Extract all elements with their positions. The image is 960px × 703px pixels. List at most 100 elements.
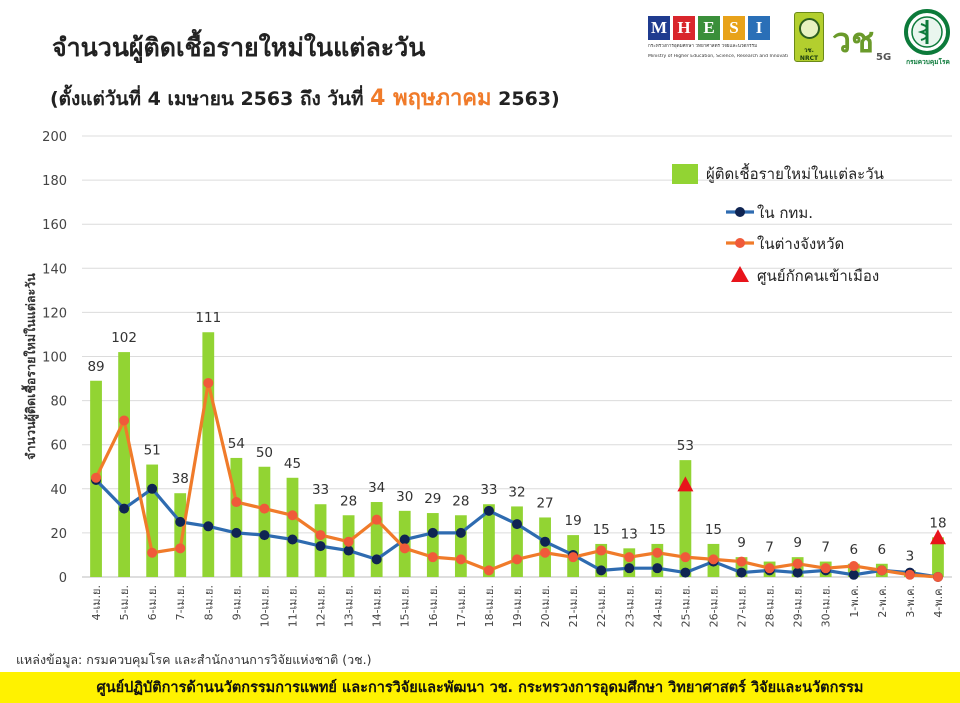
- bar: [623, 548, 636, 577]
- bangkok-point: [624, 563, 635, 574]
- bar: [230, 457, 243, 577]
- bar: [370, 502, 383, 577]
- y-tick-label: 40: [50, 483, 67, 498]
- y-tick-label: 60: [50, 439, 67, 454]
- y-tick-label: 200: [42, 130, 67, 145]
- x-tick-label: 18-เม.ย.: [483, 585, 496, 627]
- y-axis: 0 20 40 60 80 100 120 140 160 180 200 จำนวนผู้ติดเช…: [21, 130, 67, 586]
- x-tick-label: 13-เม.ย.: [343, 585, 356, 627]
- x-tick-label: 19-เม.ย.: [511, 585, 524, 627]
- data-source-note: แหล่งข้อมูล: กรมควบคุมโรค และสำนักงานการ…: [16, 652, 372, 667]
- x-tick-label: 12-เม.ย.: [315, 585, 328, 627]
- nrct-logo: วช. NRCT: [794, 12, 824, 62]
- provinces-point: [540, 547, 551, 558]
- chart-legend: ผู้ติดเชื้อรายใหม่ในแต่ละวันใน กทม. ในต่า…: [672, 163, 884, 285]
- bar: [483, 504, 495, 577]
- provinces-point: [259, 503, 270, 514]
- bar-value-label: 15: [705, 522, 722, 538]
- ddc-label: กรมควบคุมโรค: [906, 58, 950, 66]
- x-tick-label: 29-เม.ย.: [792, 585, 805, 627]
- provinces-point: [736, 556, 747, 567]
- bar: [426, 513, 439, 577]
- provinces-point: [848, 560, 859, 571]
- bar-value-label: 32: [508, 484, 525, 500]
- provinces-point: [568, 552, 579, 563]
- bangkok-point: [596, 565, 607, 576]
- bar-value-label: 28: [340, 493, 357, 509]
- bar-value-label: 7: [821, 540, 830, 556]
- footer-banner: ศูนย์ปฏิบัติการด้านนวัตกรรมการแพทย์ และก…: [0, 672, 960, 703]
- x-tick-label: 8-เม.ย.: [202, 585, 215, 620]
- x-tick-label: 7-เม.ย.: [174, 585, 187, 620]
- bangkok-point: [371, 554, 382, 565]
- bar-value-label: 6: [878, 542, 887, 558]
- ddc-logo: กรมควบคุมโรค: [902, 8, 952, 68]
- bar-value-label: 3: [906, 548, 915, 564]
- x-axis: 4-เม.ย. 5-เม.ย. 6-เม.ย. 7-เม.ย. 8-เม.ย. 9-เม.…: [90, 585, 945, 627]
- bar-value-label: 9: [737, 535, 746, 551]
- x-tick-label: 15-เม.ย.: [399, 585, 412, 627]
- x-tick-label: 9-เม.ย.: [230, 585, 243, 620]
- y-tick-label: 180: [42, 174, 67, 189]
- bangkok-point: [540, 536, 551, 547]
- bangkok-point: [736, 567, 747, 578]
- subtitle-text-start: (ตั้งแต่วันที่ 4 เมษายน 2563 ถึง วันที่: [50, 88, 371, 110]
- bar-value-label: 15: [649, 522, 666, 538]
- bar-value-label: 27: [536, 495, 553, 511]
- y-tick-label: 80: [50, 395, 67, 410]
- legend-marker-provinces: [735, 238, 745, 248]
- provinces-point: [764, 563, 775, 574]
- x-tick-label: 1-พ.ค.: [848, 585, 861, 618]
- provinces-point: [483, 565, 494, 576]
- subtitle-date-accent: 4 พฤษภาคม: [370, 86, 492, 111]
- bar: [595, 543, 608, 577]
- bar-value-label: 18: [929, 515, 946, 531]
- y-tick-label: 20: [50, 527, 67, 542]
- vch-logo-mark: วช: [832, 21, 874, 61]
- x-tick-label: 6-เม.ย.: [146, 585, 159, 620]
- bar-value-label: 15: [593, 522, 610, 538]
- mhesi-letter-h: H: [673, 16, 695, 40]
- provinces-point: [399, 543, 410, 554]
- legend-swatch-detention: [731, 266, 749, 282]
- bangkok-point: [680, 567, 691, 578]
- bar: [735, 557, 748, 577]
- chart-subtitle: (ตั้งแต่วันที่ 4 เมษายน 2563 ถึง วันที่ …: [50, 80, 560, 115]
- x-tick-label: 10-เม.ย.: [258, 585, 271, 627]
- bar-value-label: 38: [172, 471, 189, 487]
- provinces-point: [231, 497, 242, 508]
- bangkok-point: [231, 527, 242, 538]
- bangkok-point: [652, 563, 663, 574]
- bar-value-label: 6: [849, 542, 858, 558]
- bangkok-point: [848, 569, 859, 580]
- bar: [174, 493, 187, 577]
- bar-value-label: 33: [480, 482, 497, 498]
- bangkok-point: [175, 516, 186, 527]
- provinces-point: [652, 547, 663, 558]
- bar-value-labels: 89 102 51 38 111 54 50 45 33 28 34 30 29 28 33 32 27 19 15…: [87, 310, 946, 564]
- legend-label-bar: ผู้ติดเชื้อรายใหม่ในแต่ละวัน: [706, 163, 884, 183]
- mhesi-letter-i: I: [748, 16, 770, 40]
- chart-title: จำนวนผู้ติดเชื้อรายใหม่ในแต่ละวัน: [52, 33, 426, 62]
- provinces-point: [512, 554, 522, 565]
- ddc-emblem-icon: [904, 9, 950, 55]
- bangkok-point: [315, 541, 326, 552]
- bangkok-point: [287, 534, 298, 545]
- bangkok-point: [427, 527, 438, 538]
- x-tick-label: 2-พ.ค.: [876, 585, 889, 618]
- bar-value-label: 33: [312, 482, 329, 498]
- x-tick-label: 22-เม.ย.: [595, 585, 608, 627]
- provinces-point: [91, 472, 102, 483]
- provinces-point: [624, 552, 635, 563]
- bar-value-label: 29: [424, 491, 441, 507]
- bar: [454, 515, 467, 577]
- y-tick-label: 160: [42, 218, 67, 233]
- line-markers: [91, 377, 946, 582]
- x-tick-label: 23-เม.ย.: [623, 585, 636, 627]
- chart-gridlines: [82, 135, 952, 578]
- vch-logo-5g: 5G: [876, 52, 891, 63]
- bangkok-point: [147, 483, 158, 494]
- vch-5g-logo: วช 5G: [832, 21, 891, 63]
